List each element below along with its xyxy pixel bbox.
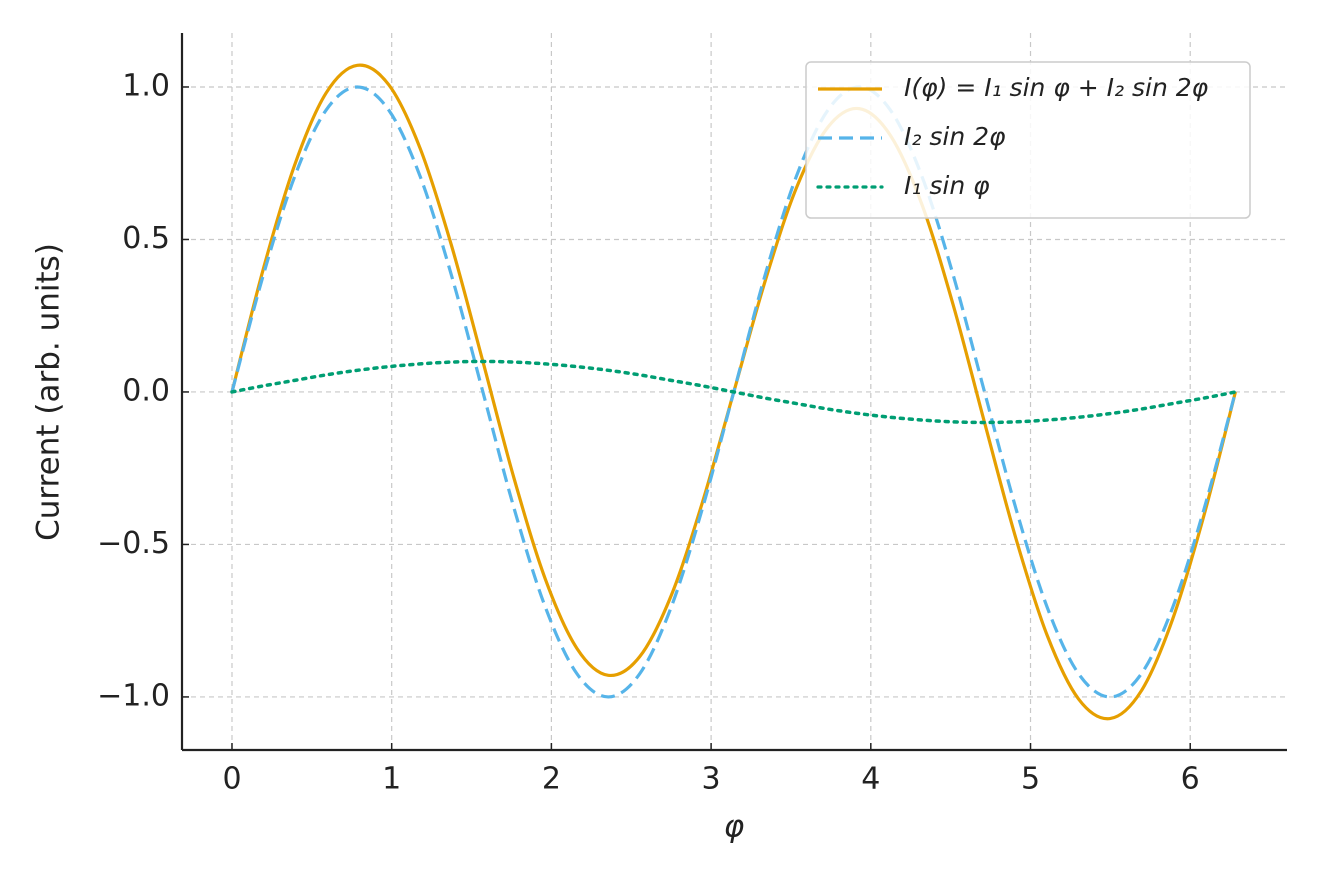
x-tick-label: 3: [702, 762, 721, 797]
legend-label: I₁ sin φ: [904, 171, 990, 200]
y-tick-label: 0.5: [122, 221, 170, 256]
x-tick-label: 1: [382, 762, 401, 797]
x-tick-label: 0: [222, 762, 241, 797]
series-line: [230, 359, 1238, 425]
y-tick-label: −0.5: [97, 526, 170, 561]
y-tick-label: 0.0: [122, 373, 170, 408]
x-axis-label: φ: [724, 809, 745, 845]
legend-label: I₂ sin 2φ: [904, 122, 1006, 151]
x-tick-label: 2: [542, 762, 561, 797]
x-tick-label: 6: [1181, 762, 1200, 797]
legend-label: I(φ) = I₁ sin φ + I₂ sin 2φ: [904, 73, 1209, 102]
x-tick-label: 5: [1021, 762, 1040, 797]
legend-box: [805, 61, 1251, 219]
y-tick-label: 1.0: [122, 68, 170, 103]
y-tick-label: −1.0: [97, 678, 170, 713]
x-tick-label: 4: [861, 762, 880, 797]
y-axis-label: Current (arb. units): [31, 243, 67, 541]
